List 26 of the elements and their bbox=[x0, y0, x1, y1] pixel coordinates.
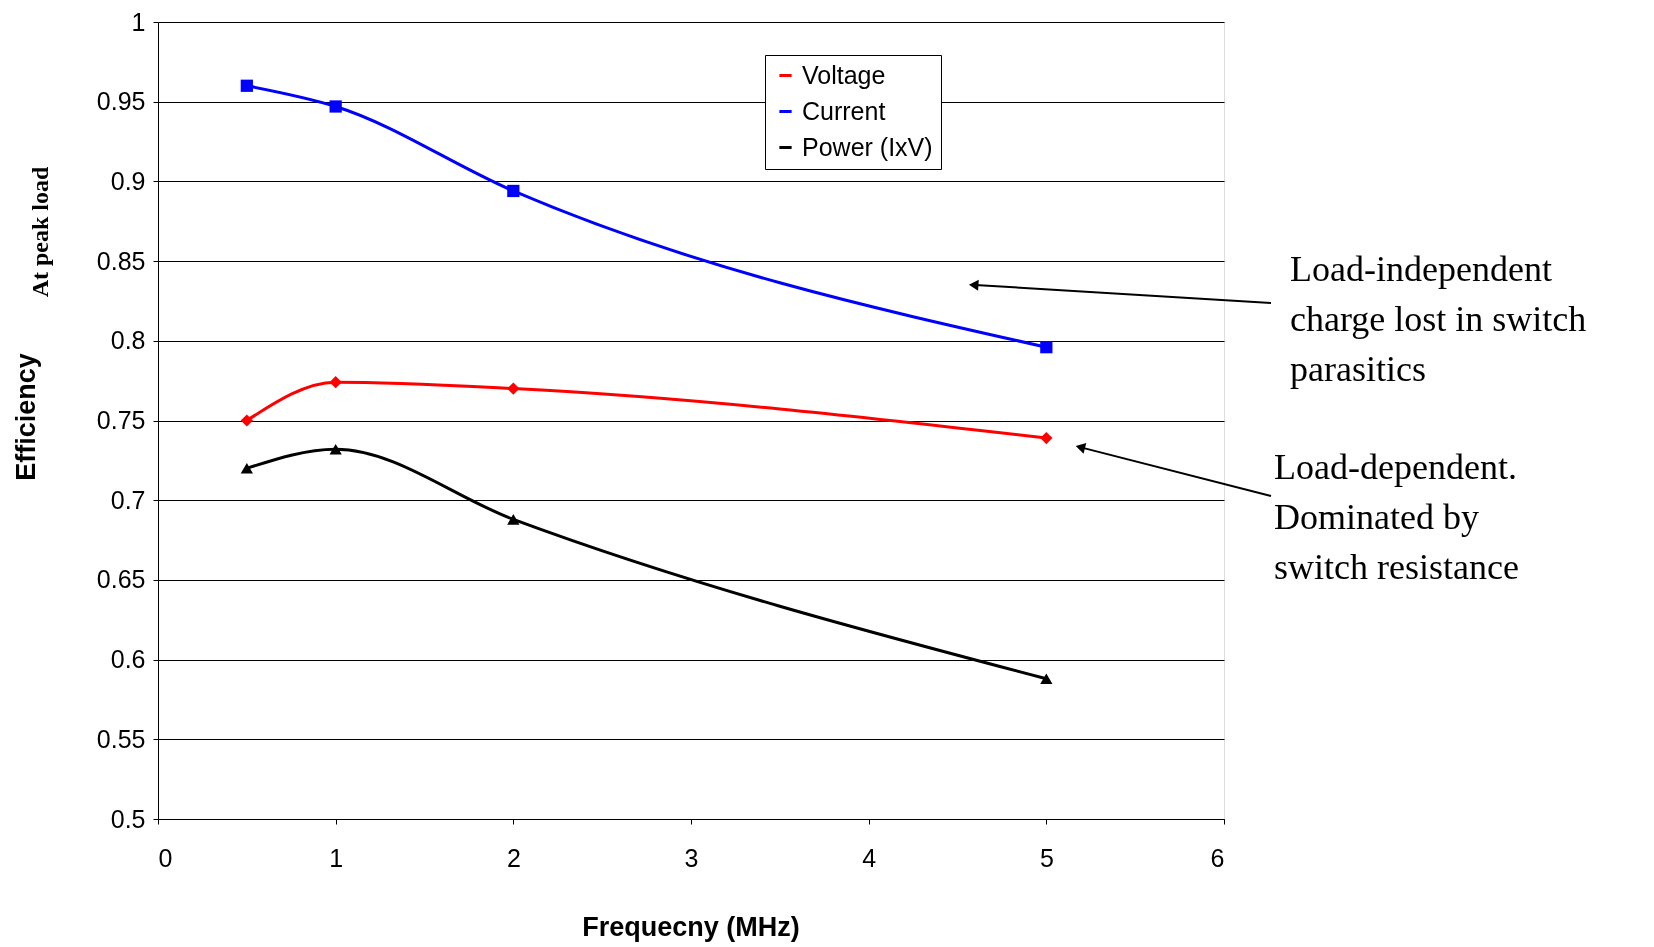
y-tick-label: 0.8 bbox=[110, 326, 146, 355]
text: At peak load bbox=[27, 166, 53, 298]
x-tick-label: 1 bbox=[329, 843, 344, 872]
x-tick-label: 4 bbox=[862, 843, 877, 872]
y-tick-label: 0.75 bbox=[96, 406, 146, 434]
y-tick-label: 0.7 bbox=[110, 485, 146, 514]
annotation: Load-independent charge lost in switch parasitics bbox=[1290, 249, 1587, 389]
x-tick-label: 6 bbox=[1210, 843, 1225, 872]
y-tick-label: 0.9 bbox=[110, 166, 146, 195]
y-tick-label: 0.55 bbox=[96, 724, 146, 753]
legend-label: Power (IxV) bbox=[802, 132, 933, 161]
y-axis-title: Efficiency bbox=[11, 353, 41, 481]
x-tick-label: 3 bbox=[684, 843, 699, 872]
x-axis-title: Frequecny (MHz) bbox=[582, 912, 800, 942]
x-tick-label: 0 bbox=[158, 843, 173, 872]
y-tick-label: 0.5 bbox=[110, 804, 146, 833]
annotation: Load-dependent. Dominated by switch resistance bbox=[1274, 447, 1519, 587]
y-tick-label: 1 bbox=[131, 7, 146, 36]
y-tick-label: 0.95 bbox=[96, 87, 146, 116]
y-tick-label: 0.6 bbox=[110, 645, 146, 674]
y-tick-label: 0.85 bbox=[96, 246, 146, 275]
legend-label: Current bbox=[802, 96, 886, 125]
y-tick-label: 0.65 bbox=[96, 565, 146, 594]
legend-label: Voltage bbox=[802, 60, 886, 89]
x-tick-label: 5 bbox=[1039, 843, 1054, 872]
x-tick-label: 2 bbox=[506, 843, 521, 872]
